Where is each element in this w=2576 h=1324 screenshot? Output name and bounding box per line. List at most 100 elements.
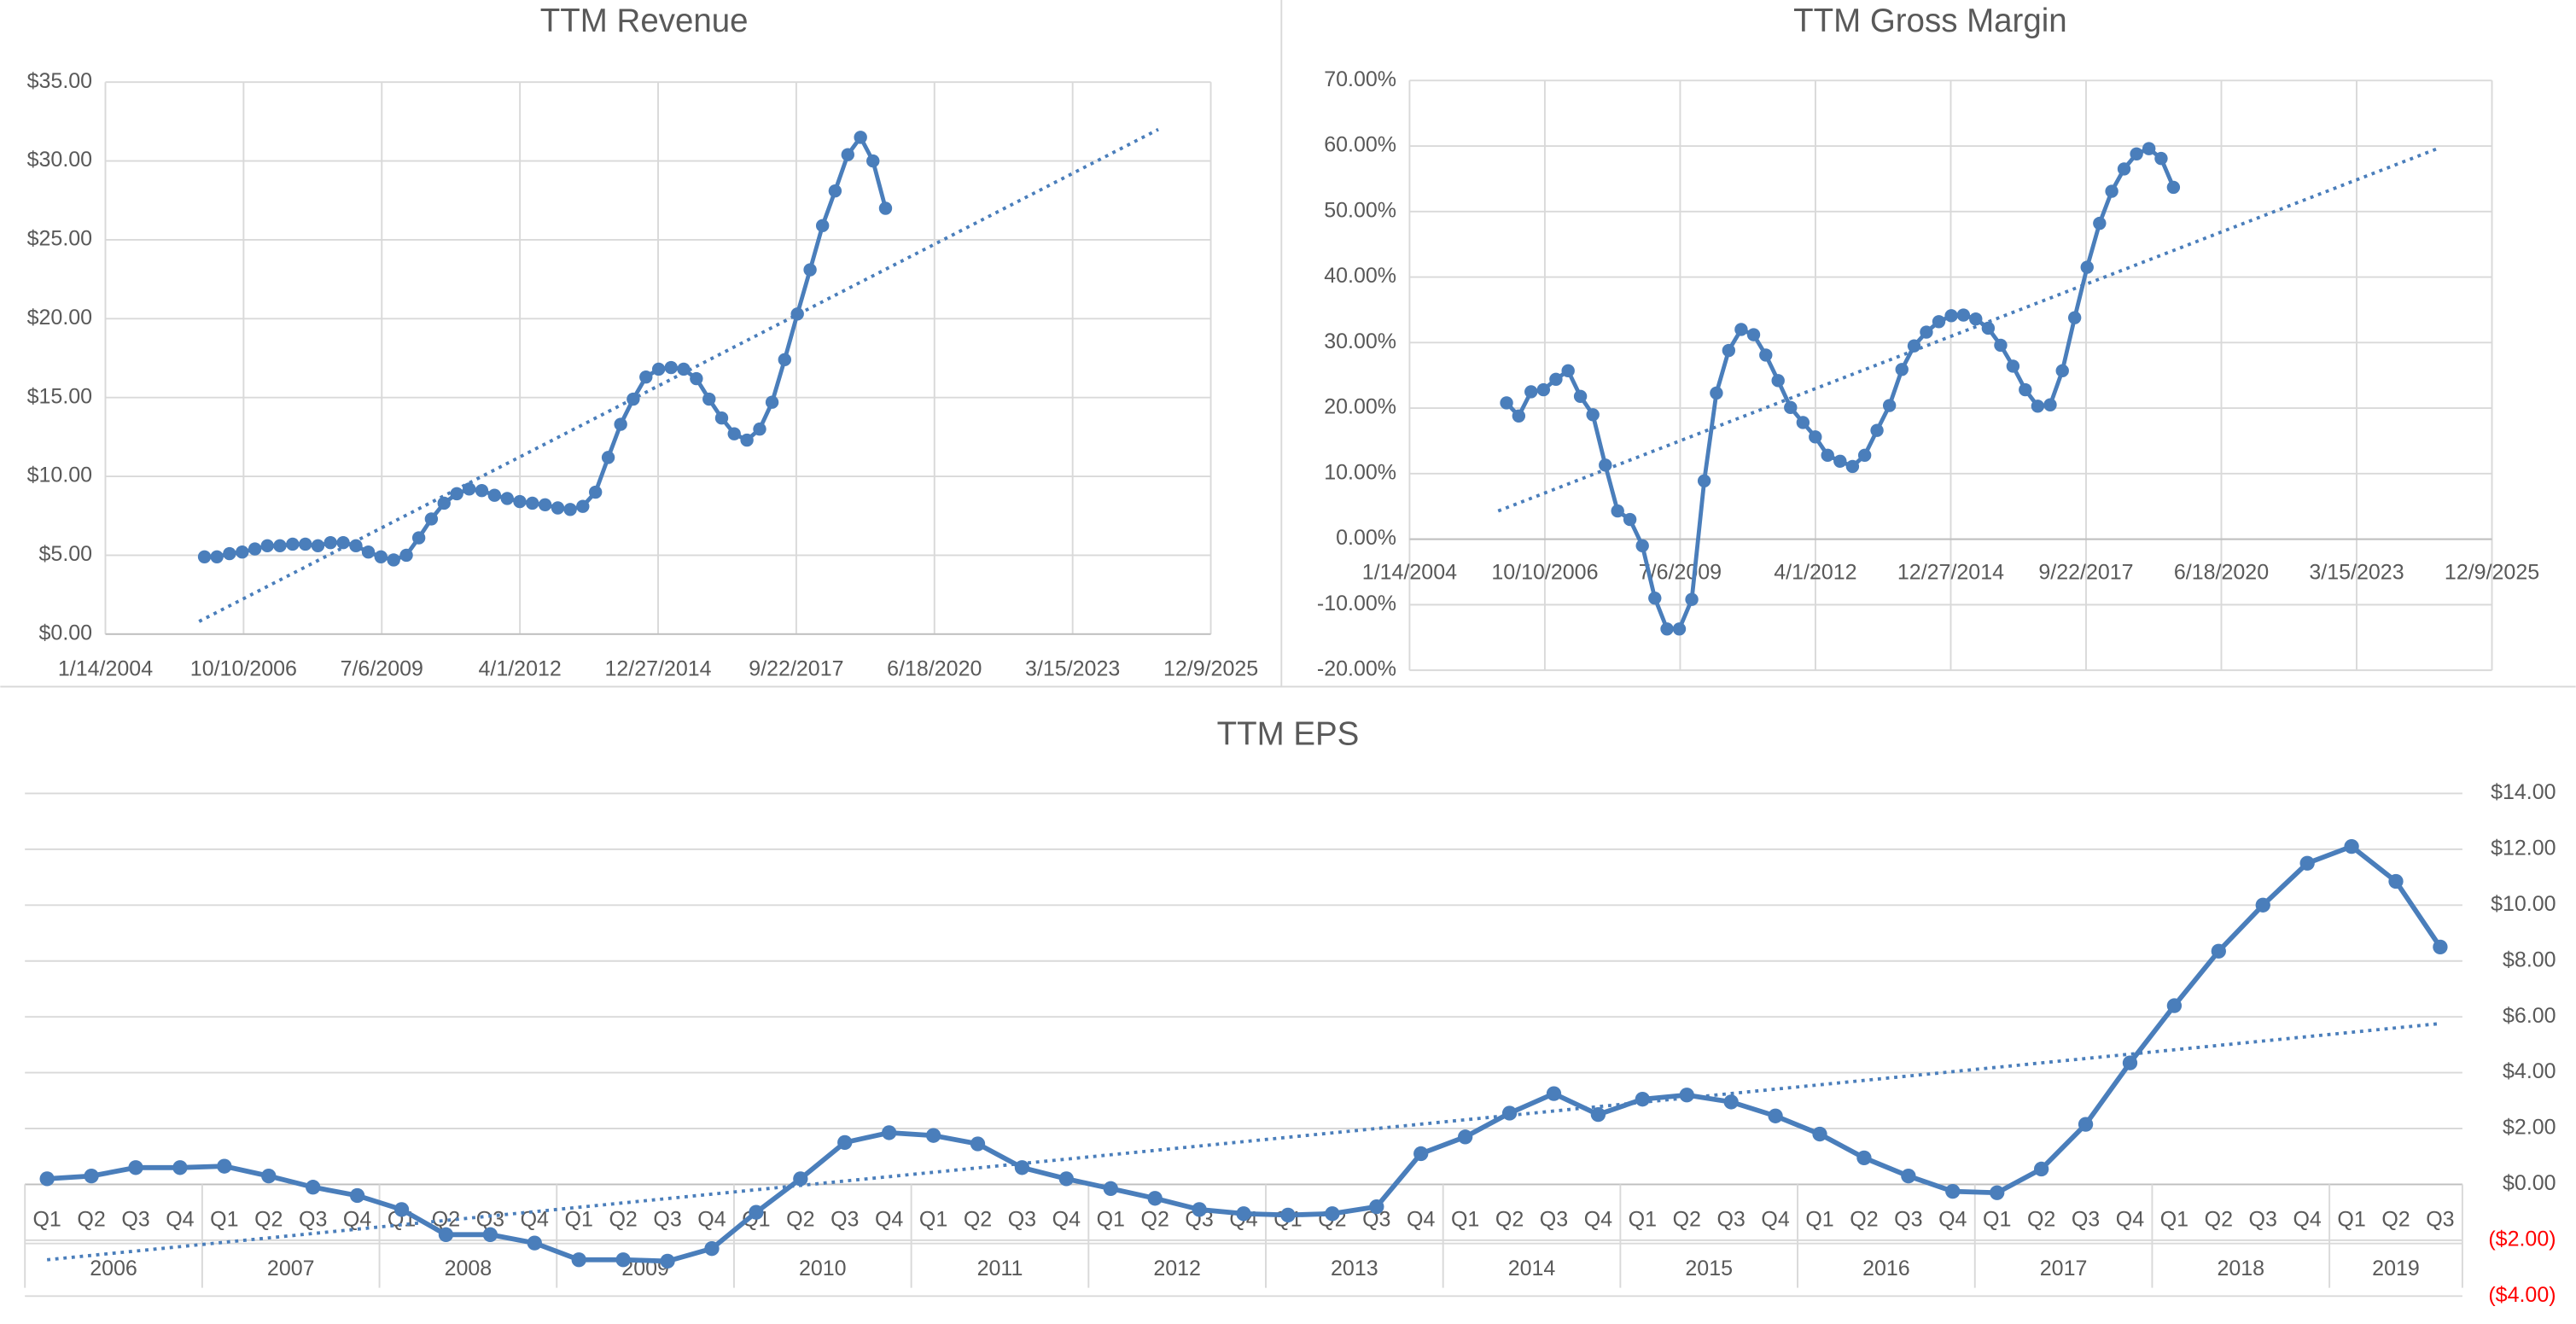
y-tick-label: $0.00: [2503, 1171, 2556, 1195]
x-tick-label: Q1: [565, 1207, 593, 1231]
data-point: [1945, 1183, 1961, 1199]
data-point: [2031, 400, 2045, 413]
x-tick-label: Q3: [2072, 1207, 2100, 1231]
data-point: [1784, 400, 1798, 415]
y-tick-label: $4.00: [2503, 1059, 2556, 1083]
data-point: [1014, 1160, 1030, 1175]
data-point: [1944, 309, 1958, 323]
data-point: [1512, 409, 1526, 423]
data-point: [1994, 338, 2008, 353]
group-label: 2014: [1508, 1257, 1556, 1280]
data-point: [1561, 364, 1575, 378]
x-tick-label: Q4: [2116, 1207, 2144, 1231]
x-tick-label: Q1: [2160, 1207, 2188, 1231]
data-point: [1573, 389, 1588, 403]
y-tick-label: $8.00: [2503, 948, 2556, 971]
y-tick-label: -10.00%: [1317, 592, 1396, 615]
data-point: [2006, 359, 2020, 373]
data-point: [1981, 321, 1996, 335]
x-tick-label: Q3: [2249, 1207, 2277, 1231]
data-point: [1833, 454, 1847, 468]
data-point: [1457, 1129, 1473, 1145]
x-tick-label: 12/9/2025: [2445, 561, 2539, 585]
data-point: [882, 1125, 897, 1140]
x-tick-label: 4/1/2012: [478, 657, 561, 681]
data-point: [2033, 1161, 2049, 1177]
x-tick-label: Q2: [1850, 1207, 1878, 1231]
y-tick-label: $30.00: [27, 148, 92, 172]
data-point: [1586, 408, 1600, 422]
data-point: [1771, 374, 1785, 388]
data-point: [1660, 622, 1674, 636]
data-point: [2130, 147, 2143, 160]
data-point: [487, 488, 502, 502]
data-point: [2154, 151, 2168, 166]
y-tick-label: 0.00%: [1336, 526, 1396, 550]
data-point: [450, 487, 463, 501]
data-point: [1734, 323, 1748, 336]
data-point: [1812, 1126, 1827, 1142]
data-point: [1623, 512, 1637, 527]
x-tick-label: 3/15/2023: [1025, 657, 1120, 681]
y-tick-label: $12.00: [2491, 836, 2556, 860]
data-point: [714, 411, 729, 425]
data-point: [374, 550, 388, 563]
x-tick-label: Q4: [166, 1207, 194, 1231]
x-tick-label: Q4: [2293, 1207, 2321, 1231]
x-tick-label: Q3: [1717, 1207, 1746, 1231]
data-point: [790, 307, 804, 321]
series-line: [204, 133, 888, 563]
x-tick-label: Q1: [210, 1207, 238, 1231]
data-point: [837, 1134, 853, 1151]
group-label: 2015: [1685, 1257, 1733, 1280]
data-point: [1611, 504, 1624, 518]
data-point: [1549, 372, 1563, 387]
data-point: [1845, 459, 1860, 474]
data-point: [286, 537, 300, 551]
data-point: [217, 1158, 232, 1174]
group-label: 2017: [2040, 1257, 2088, 1280]
chart-title: TTM Revenue: [540, 3, 749, 39]
x-tick-label: 7/6/2009: [341, 657, 423, 681]
data-point: [1546, 1086, 1562, 1101]
data-point: [1857, 448, 1872, 463]
data-point: [2211, 943, 2226, 959]
y-tick-label: $25.00: [27, 227, 92, 251]
y-tick-label: $0.00: [39, 621, 93, 645]
data-point: [639, 370, 653, 384]
data-point: [2080, 260, 2094, 274]
data-point: [2122, 1055, 2138, 1070]
x-tick-label: Q1: [1805, 1207, 1833, 1231]
y-tick-label: $5.00: [39, 542, 93, 566]
x-tick-label: 3/15/2023: [2309, 561, 2404, 585]
x-tick-label: Q4: [1052, 1207, 1081, 1231]
chart-title: TTM Gross Margin: [1793, 3, 2067, 39]
data-point: [1635, 1091, 1650, 1107]
x-tick-label: Q3: [653, 1207, 681, 1231]
data-point: [1722, 343, 1736, 358]
data-point: [615, 1252, 631, 1268]
data-point: [727, 427, 741, 440]
trendline: [1497, 147, 2439, 513]
data-point: [1746, 328, 1761, 341]
data-point: [475, 483, 489, 498]
data-point: [749, 1204, 764, 1220]
data-point: [1685, 592, 1699, 606]
x-tick-label: Q4: [1584, 1207, 1612, 1231]
data-point: [260, 539, 274, 553]
y-tick-label: 70.00%: [1324, 67, 1396, 91]
data-point: [815, 219, 830, 233]
y-tick-label: 40.00%: [1324, 264, 1396, 288]
data-point: [2344, 838, 2359, 854]
x-tick-label: 10/10/2006: [190, 657, 297, 681]
data-point: [1672, 622, 1687, 636]
data-point: [438, 1227, 454, 1242]
x-tick-label: Q4: [1407, 1207, 1435, 1231]
y-tick-label: ($4.00): [2488, 1283, 2556, 1307]
data-point: [393, 1202, 410, 1217]
group-label: 2019: [2372, 1257, 2420, 1280]
y-tick-label: $6.00: [2503, 1004, 2556, 1028]
trendline: [198, 127, 1159, 623]
x-tick-label: 12/9/2025: [1163, 657, 1258, 681]
data-point: [2255, 897, 2270, 913]
